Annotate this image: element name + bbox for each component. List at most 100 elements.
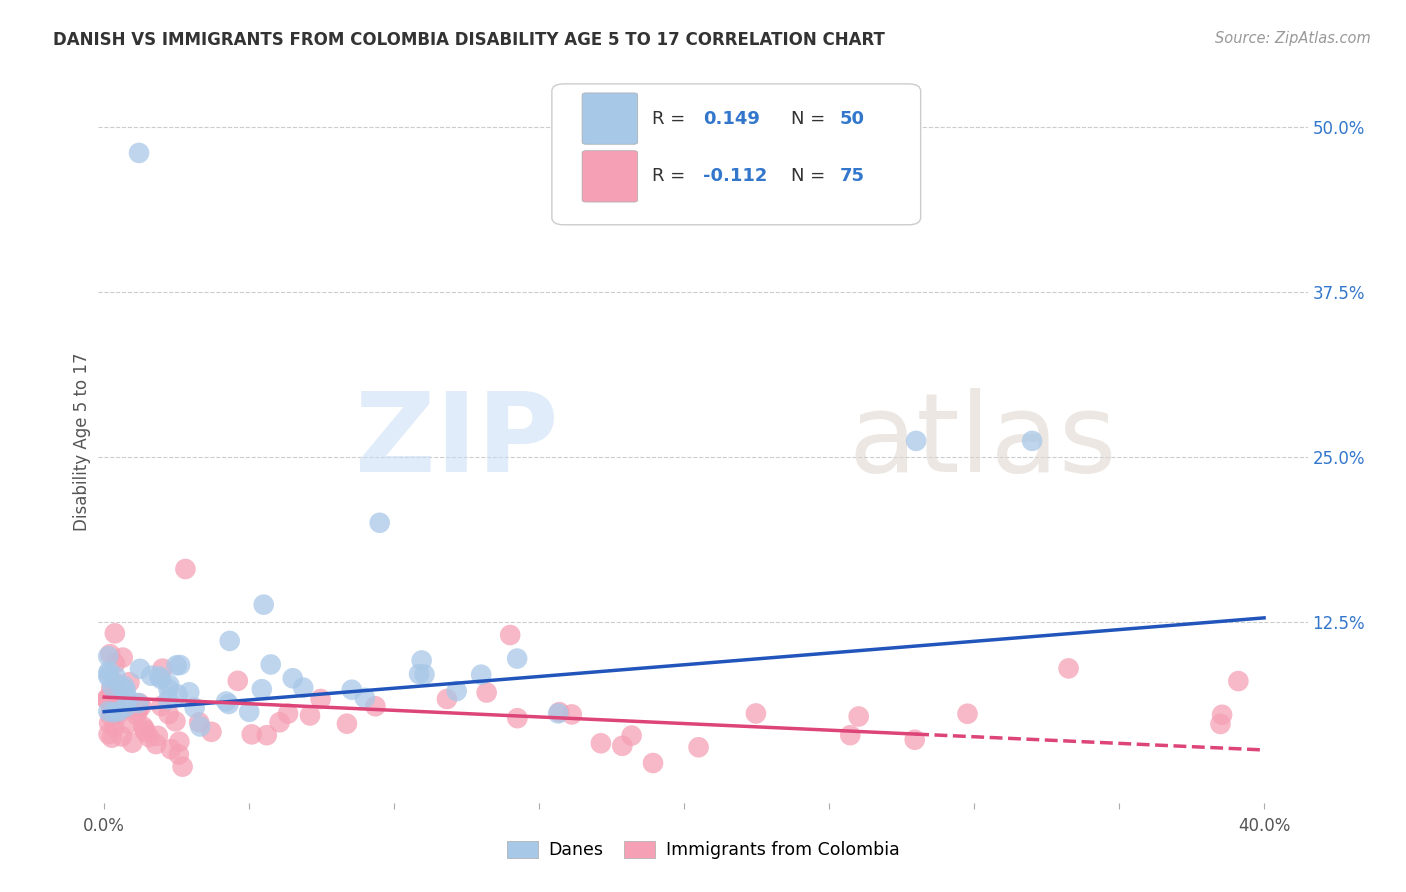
Point — [152, 662, 174, 676]
FancyBboxPatch shape — [582, 151, 638, 202]
Point — [200, 724, 222, 739]
Point — [127, 705, 149, 719]
Point — [188, 719, 211, 733]
Point — [446, 684, 468, 698]
Point — [150, 672, 173, 686]
Point — [745, 706, 768, 721]
Point — [111, 730, 134, 744]
Point — [309, 692, 332, 706]
Point — [183, 700, 205, 714]
Point — [436, 692, 458, 706]
Point — [135, 725, 157, 739]
Point — [112, 679, 135, 693]
Point — [1209, 717, 1232, 731]
Point — [97, 649, 120, 664]
Point — [1057, 661, 1080, 675]
Point — [107, 679, 129, 693]
Text: N =: N = — [792, 168, 831, 186]
Point — [96, 691, 118, 706]
Point — [103, 706, 125, 720]
Point — [364, 699, 387, 714]
Point — [470, 667, 492, 681]
Point — [157, 678, 180, 692]
Point — [215, 694, 238, 708]
Point — [100, 705, 122, 719]
Point — [160, 742, 183, 756]
Point — [128, 696, 150, 710]
Point — [411, 653, 433, 667]
Point — [240, 727, 263, 741]
Point — [115, 700, 138, 714]
Text: 75: 75 — [839, 168, 865, 186]
Point — [104, 695, 127, 709]
Point — [100, 681, 122, 696]
Point — [620, 729, 643, 743]
Point — [561, 707, 583, 722]
Point — [1211, 707, 1233, 722]
Text: 0.149: 0.149 — [703, 110, 759, 128]
Point — [413, 667, 436, 681]
Point — [269, 715, 291, 730]
Point — [848, 709, 870, 723]
Point — [238, 705, 260, 719]
Text: atlas: atlas — [848, 388, 1116, 495]
Point — [218, 634, 240, 648]
Point — [128, 145, 150, 160]
Point — [148, 669, 170, 683]
Point — [904, 732, 927, 747]
Point — [499, 628, 522, 642]
Point — [118, 675, 141, 690]
Text: R =: R = — [652, 110, 692, 128]
Point — [97, 705, 120, 719]
Point — [105, 698, 128, 713]
Point — [166, 688, 188, 702]
Point — [141, 669, 163, 683]
Point — [368, 516, 391, 530]
Point — [97, 670, 120, 684]
Point — [104, 670, 127, 684]
Point — [101, 680, 124, 694]
Point — [117, 716, 139, 731]
Point — [138, 730, 160, 744]
Point — [127, 699, 149, 714]
Point — [96, 692, 118, 706]
Point — [408, 667, 430, 681]
Point — [256, 728, 278, 742]
Point — [253, 598, 276, 612]
Point — [839, 728, 862, 742]
Point — [336, 716, 359, 731]
Text: Source: ZipAtlas.com: Source: ZipAtlas.com — [1215, 31, 1371, 46]
Point — [111, 650, 134, 665]
Point — [281, 671, 304, 685]
Point — [107, 677, 129, 691]
Point — [506, 711, 529, 725]
Point — [226, 673, 249, 688]
Point — [117, 691, 139, 706]
Point — [146, 729, 169, 743]
Point — [956, 706, 979, 721]
Point — [292, 681, 315, 695]
Point — [150, 699, 173, 714]
Point — [96, 693, 118, 707]
Point — [250, 682, 273, 697]
Point — [218, 697, 240, 711]
Point — [101, 731, 124, 745]
Point — [114, 683, 136, 698]
Point — [121, 736, 143, 750]
Point — [589, 736, 612, 750]
Point — [145, 737, 167, 751]
Point — [129, 662, 152, 676]
Point — [548, 705, 571, 719]
Y-axis label: Disability Age 5 to 17: Disability Age 5 to 17 — [73, 352, 91, 531]
Point — [100, 709, 122, 723]
Point — [98, 647, 121, 661]
Point — [132, 719, 155, 733]
Text: R =: R = — [652, 168, 692, 186]
Point — [104, 626, 127, 640]
Point — [547, 706, 569, 721]
FancyBboxPatch shape — [551, 84, 921, 225]
Point — [188, 715, 211, 730]
Point — [157, 682, 180, 697]
Point — [125, 707, 148, 722]
Text: -0.112: -0.112 — [703, 168, 768, 186]
